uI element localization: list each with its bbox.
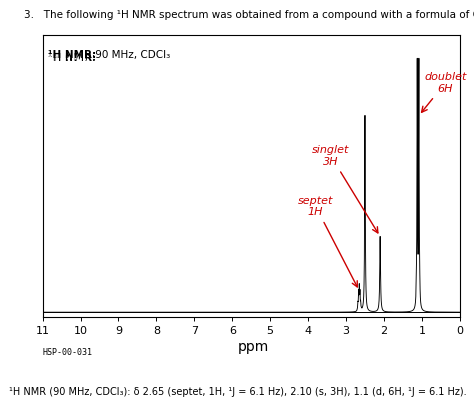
Text: doublet
6H: doublet 6H xyxy=(421,72,466,112)
Text: septet
1H: septet 1H xyxy=(298,196,357,287)
Text: singlet
3H: singlet 3H xyxy=(312,145,378,233)
Text: ¹H NMR:: ¹H NMR: xyxy=(48,53,97,63)
Text: 90 MHz, CDCl₃: 90 MHz, CDCl₃ xyxy=(92,50,170,60)
Text: ¹H NMR: 90 MHz, CDCl₃: ¹H NMR: 90 MHz, CDCl₃ xyxy=(48,53,169,63)
Text: 3.   The following ¹H NMR spectrum was obtained from a compound with a formula o: 3. The following ¹H NMR spectrum was obt… xyxy=(24,10,474,20)
Text: HSP-00-031: HSP-00-031 xyxy=(43,348,92,357)
Text: ¹H NMR:: ¹H NMR: xyxy=(48,50,97,60)
Text: ppm: ppm xyxy=(238,340,269,354)
Text: ¹H NMR (90 MHz, CDCl₃): δ 2.65 (septet, 1H, ¹J = 6.1 Hz), 2.10 (s, 3H), 1.1 (d, : ¹H NMR (90 MHz, CDCl₃): δ 2.65 (septet, … xyxy=(9,387,467,397)
